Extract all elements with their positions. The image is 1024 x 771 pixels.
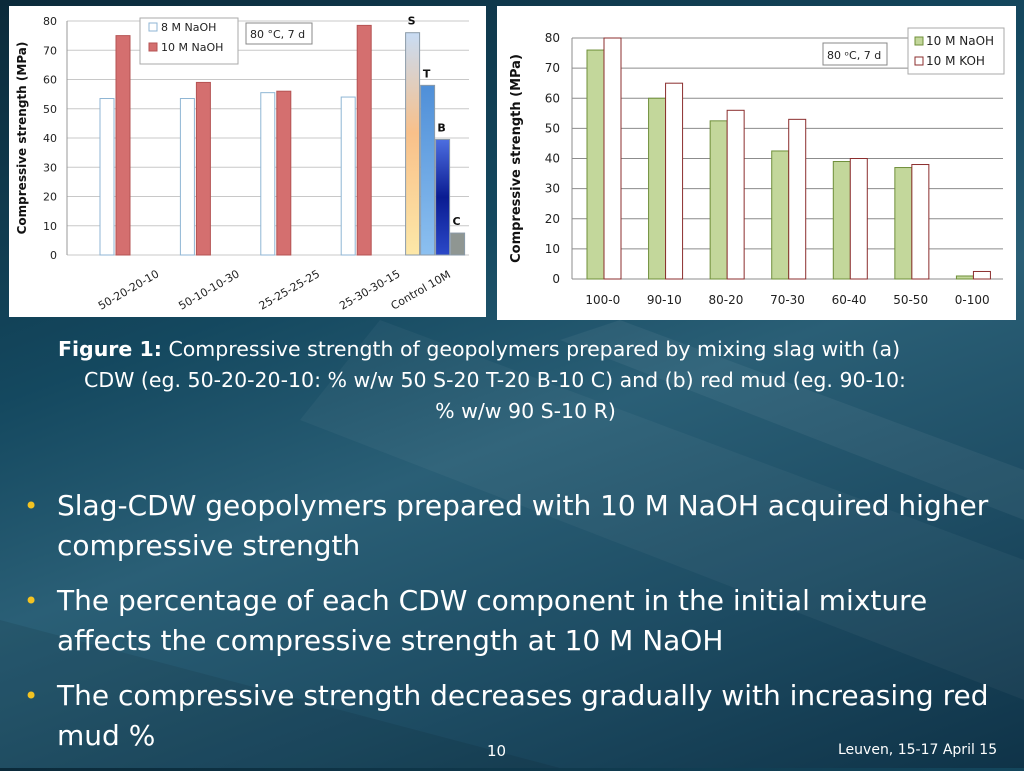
- legend-label: 10 M KOH: [926, 54, 985, 68]
- caption-lead: Figure 1:: [58, 337, 162, 361]
- x-tick-label: 50-50: [893, 293, 928, 307]
- bar: [648, 97, 667, 280]
- page-number: 10: [487, 742, 507, 760]
- footer-date: Leuven, 15-17 April 15: [838, 742, 998, 758]
- bullet-dot-icon: •: [24, 682, 39, 710]
- caption-line3: % w/w 90 S-10 R): [435, 399, 616, 423]
- bar: [894, 167, 913, 280]
- x-tick-label: 100-0: [585, 293, 620, 307]
- bar: [586, 49, 605, 280]
- bar: [726, 109, 745, 280]
- bar: [911, 164, 930, 280]
- x-tick-label: 80-20: [708, 293, 743, 307]
- bar: [832, 161, 851, 280]
- y-tick-label: 30: [545, 182, 560, 196]
- bar: [665, 82, 684, 280]
- y-tick-label: 10: [43, 220, 57, 233]
- bullet-item: • The compressive strength decreases grad…: [24, 676, 1014, 756]
- y-tick-label: 80: [545, 31, 560, 45]
- y-tick-label: 40: [545, 152, 560, 166]
- figure-caption: Figure 1: Compressive strength of geopol…: [58, 334, 993, 427]
- x-tick-label: 50-20-20-10: [96, 267, 161, 312]
- y-tick-label: 20: [545, 212, 560, 226]
- control-bar: [420, 84, 436, 256]
- control-bar: [435, 138, 451, 256]
- caption-line2: CDW (eg. 50-20-20-10: % w/w 50 S-20 T-20…: [84, 368, 906, 392]
- legend-label: 10 M NaOH: [926, 34, 994, 48]
- bar: [195, 81, 211, 256]
- annotation-box: [245, 22, 313, 45]
- annotation-text: 80 °C, 7 d: [250, 28, 305, 41]
- legend-box: [907, 27, 1005, 75]
- legend: 8 M NaOH 10 M NaOH: [139, 17, 239, 65]
- chart-b-red-mud: 0 10 20 30 40 50 60 70 80 Compressive strength (M…: [509, 27, 1005, 307]
- x-tick-label: 0-100: [955, 293, 990, 307]
- y-tick-label: 10: [545, 242, 560, 256]
- x-tick-label: 25-25-25-25: [257, 267, 322, 312]
- bullet-text: The compressive strength decreases gradu…: [57, 679, 989, 752]
- y-tick-label: 40: [43, 132, 57, 145]
- bar: [179, 98, 195, 256]
- bullet-item: • The percentage of each CDW component in…: [24, 581, 1014, 661]
- bar: [709, 120, 728, 280]
- y-tick-label: 60: [43, 74, 57, 87]
- bullet-dot-icon: •: [24, 587, 39, 615]
- bar: [603, 37, 622, 280]
- control-bar: [450, 232, 466, 256]
- legend-swatch: [914, 56, 924, 66]
- y-tick-label: 0: [552, 272, 560, 286]
- y-tick-label: 50: [545, 121, 560, 135]
- bar: [849, 158, 868, 280]
- chart-b-panel: 0 10 20 30 40 50 60 70 80 Compressive strength (M…: [497, 6, 1016, 320]
- annotation-box: [822, 42, 888, 66]
- legend-swatch: [148, 22, 158, 32]
- control-bar-label: T: [423, 67, 431, 80]
- bullet-dot-icon: •: [24, 492, 39, 520]
- annotation-text: 80 ᵒC, 7 d: [827, 49, 881, 62]
- bar: [260, 92, 276, 256]
- y-axis-label: Compressive strength (MPa): [15, 42, 29, 235]
- control-bar-label: S: [408, 15, 416, 28]
- bar: [99, 98, 115, 256]
- bar: [276, 90, 292, 256]
- bullet-text: Slag-CDW geopolymers prepared with 10 M …: [57, 489, 989, 562]
- caption-line1: Compressive strength of geopolymers prep…: [161, 337, 901, 361]
- chart-a-panel: 0 10 20 30 40 50 60 70 80 Compressive strength (M…: [9, 6, 486, 317]
- x-tick-label: 50-10-10-30: [176, 267, 241, 312]
- control-bar-label: C: [453, 215, 461, 228]
- bullet-list: • Slag-CDW geopolymers prepared with 10 M…: [24, 486, 1014, 771]
- x-tick-label: 90-10: [647, 293, 682, 307]
- y-tick-label: 70: [545, 61, 560, 75]
- y-tick-label: 70: [43, 44, 57, 57]
- bar: [356, 24, 372, 256]
- control-bar: [405, 32, 421, 256]
- y-tick-label: 0: [50, 249, 57, 262]
- bar: [340, 96, 356, 256]
- legend-swatch: [148, 42, 158, 52]
- bullet-item: • Slag-CDW geopolymers prepared with 10 M…: [24, 486, 1014, 566]
- legend: 10 M NaOH 10 M KOH: [907, 27, 1005, 75]
- bullet-text: The percentage of each CDW component in …: [57, 584, 928, 657]
- bar: [788, 118, 807, 280]
- chart-a-cdw: 0 10 20 30 40 50 60 70 80 Compressive strength (M…: [15, 15, 469, 313]
- legend-swatch: [914, 36, 924, 46]
- bar: [955, 275, 974, 280]
- control-bar-label: B: [437, 121, 445, 134]
- y-axis-label: Compressive strength (MPa): [509, 54, 524, 263]
- legend-label: 8 M NaOH: [161, 21, 216, 34]
- bar: [771, 150, 790, 280]
- y-tick-label: 50: [43, 103, 57, 116]
- bar: [972, 270, 991, 280]
- bar: [115, 35, 131, 256]
- x-tick-label: 70-30: [770, 293, 805, 307]
- y-tick-label: 80: [43, 15, 57, 28]
- y-tick-label: 20: [43, 191, 57, 204]
- y-tick-label: 60: [545, 91, 560, 105]
- legend-label: 10 M NaOH: [161, 41, 223, 54]
- y-tick-label: 30: [43, 161, 57, 174]
- x-tick-label: 60-40: [832, 293, 867, 307]
